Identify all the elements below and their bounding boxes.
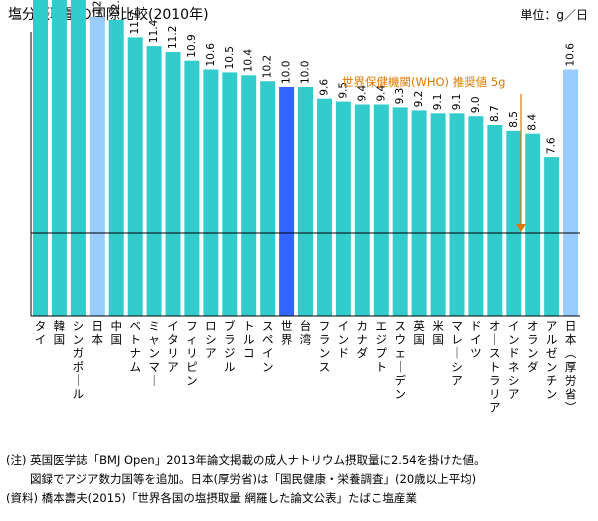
- category-label: 台湾: [300, 319, 312, 347]
- unit-label: 単位：g／日: [520, 8, 588, 22]
- bars-group: [33, 0, 579, 317]
- bar: [544, 157, 560, 316]
- value-label: 9.1: [432, 94, 444, 111]
- value-label: 10.5: [224, 46, 236, 69]
- value-label: 9.1: [451, 94, 463, 111]
- value-label: 10.6: [565, 43, 577, 67]
- value-label: 11.7: [129, 11, 141, 34]
- bar: [563, 69, 579, 316]
- bar: [127, 37, 143, 317]
- bar: [70, 0, 86, 316]
- category-label: 韓国: [54, 319, 66, 347]
- value-label: 9.4: [375, 84, 387, 101]
- notes: (注) 英国医学誌「BMJ Open」2013年論文掲載の成人ナトリウム摂取量に…: [6, 451, 486, 508]
- bar: [430, 113, 446, 316]
- category-label: タイ: [35, 319, 47, 347]
- bar: [146, 46, 162, 316]
- value-label: 8.5: [508, 111, 520, 128]
- value-label: 9.4: [356, 84, 368, 101]
- bar: [260, 81, 276, 316]
- bar: [354, 104, 370, 316]
- value-label: 11.4: [148, 19, 160, 43]
- category-label: オランダ: [527, 319, 539, 374]
- bar: [108, 19, 124, 317]
- category-label: 日本: [92, 319, 104, 347]
- value-label: 11.2: [167, 26, 179, 49]
- bar: [279, 87, 295, 316]
- value-label: 12.4: [91, 0, 103, 14]
- value-label: 9.3: [394, 88, 406, 105]
- note-2: 図録でアジア数力国等を追加。日本(厚労省)は「国民健康・栄養調査」(20歳以上平…: [30, 472, 477, 486]
- bar: [335, 101, 351, 316]
- category-label: 世界: [281, 319, 293, 347]
- category-label: マレ｜シア: [451, 319, 463, 387]
- value-label: 10.4: [243, 49, 255, 73]
- category-label: エジプト: [376, 319, 388, 374]
- bar: [392, 107, 408, 317]
- category-label: ドイツ: [470, 319, 482, 360]
- category-label: オ｜ストラリア: [489, 319, 501, 415]
- annotation-group: 世界保健機関(WHO) 推奨値 5g: [31, 75, 580, 234]
- category-label: 中国: [110, 319, 122, 347]
- bar: [411, 110, 427, 317]
- bar: [373, 104, 389, 316]
- bar: [506, 130, 522, 316]
- value-label: 12.3: [110, 0, 122, 17]
- bar: [317, 98, 332, 316]
- value-label: 9.5: [337, 82, 349, 99]
- value-labels-group: 13.513.213.112.412.311.711.411.210.910.6…: [91, 0, 577, 154]
- category-label: ベトナム: [129, 319, 141, 374]
- value-label: 9.2: [413, 91, 425, 108]
- category-label: ミャンマ｜: [148, 319, 160, 387]
- annotation-arrow-head: [516, 224, 526, 232]
- bar: [89, 16, 105, 317]
- category-label: 英国: [413, 319, 425, 347]
- value-label: 8.4: [527, 114, 539, 131]
- category-label: トルコ: [243, 319, 255, 360]
- value-label: 9.0: [470, 96, 482, 113]
- category-label: 米国: [432, 319, 444, 347]
- note-3: (資料) 橋本壽夫(2015)「世界各国の塩摂取量 網羅した論文公表」たばこ塩産…: [6, 491, 418, 505]
- bar: [33, 0, 48, 317]
- category-label: ロシア: [205, 319, 217, 360]
- bar-chart: 13.513.213.112.412.311.711.411.210.910.6…: [30, 0, 580, 415]
- axes-group: [30, 32, 580, 317]
- bar: [487, 125, 503, 316]
- who-annotation: 世界保健機関(WHO) 推奨値 5g: [342, 75, 505, 89]
- category-label: インドネシア: [508, 319, 520, 401]
- value-label: 10.6: [205, 43, 217, 67]
- bar: [203, 69, 219, 316]
- bar: [51, 0, 67, 316]
- value-label: 10.9: [186, 34, 198, 57]
- category-label: ブラジル: [224, 319, 236, 374]
- bar: [468, 116, 484, 316]
- value-label: 10.0: [300, 61, 312, 84]
- bar: [449, 113, 465, 316]
- note-1: (注) 英国医学誌「BMJ Open」2013年論文掲載の成人ナトリウム摂取量に…: [6, 453, 486, 467]
- category-label: フランス: [319, 319, 331, 374]
- value-label: 10.2: [262, 55, 274, 78]
- value-label: 7.6: [546, 137, 558, 154]
- category-label: シンガポ｜ル: [73, 319, 85, 401]
- bar: [184, 60, 200, 317]
- category-label: アルゼンチン: [546, 319, 558, 401]
- bar: [525, 133, 541, 316]
- bar: [241, 75, 257, 316]
- bar: [298, 87, 313, 316]
- bar: [165, 52, 181, 316]
- value-label: 10.0: [281, 61, 293, 84]
- category-label: 日本︵厚労省︶: [565, 319, 577, 415]
- category-label: スウェ｜デン: [394, 319, 406, 401]
- bar: [222, 72, 238, 317]
- category-label: スペイン: [262, 319, 274, 374]
- category-label: カナダ: [357, 319, 369, 360]
- value-label: 9.6: [319, 79, 331, 96]
- category-label: インド: [338, 319, 350, 360]
- category-label: イタリア: [167, 319, 179, 374]
- category-label: フィリピン: [186, 319, 198, 387]
- value-label: 8.7: [489, 105, 501, 122]
